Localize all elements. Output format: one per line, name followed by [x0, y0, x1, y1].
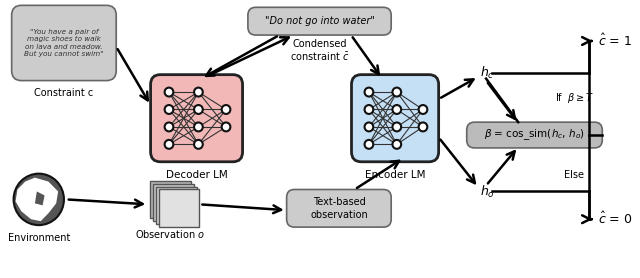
Text: Environment: Environment [8, 233, 70, 243]
FancyBboxPatch shape [153, 183, 194, 221]
FancyBboxPatch shape [12, 5, 116, 81]
Text: $\hat{c}$ = 0: $\hat{c}$ = 0 [598, 211, 633, 227]
FancyBboxPatch shape [467, 122, 602, 148]
Text: Else: Else [564, 170, 584, 180]
Circle shape [365, 123, 373, 131]
Circle shape [221, 123, 230, 131]
Text: Constraint c: Constraint c [35, 88, 93, 98]
Circle shape [365, 140, 373, 149]
Text: "Do not go into water": "Do not go into water" [264, 16, 374, 26]
Text: Condensed
constraint $\bar{c}$: Condensed constraint $\bar{c}$ [290, 39, 349, 63]
Circle shape [365, 105, 373, 114]
Polygon shape [15, 178, 58, 221]
Text: Text-based
observation: Text-based observation [310, 197, 368, 220]
Text: $h_c$: $h_c$ [480, 64, 495, 81]
Circle shape [164, 88, 173, 96]
Text: $\hat{c}$ = 1: $\hat{c}$ = 1 [598, 33, 632, 49]
Circle shape [194, 123, 203, 131]
Text: $\beta$ = cos_sim($h_c$, $h_o$): $\beta$ = cos_sim($h_c$, $h_o$) [484, 128, 585, 142]
Circle shape [164, 123, 173, 131]
FancyBboxPatch shape [150, 75, 243, 162]
Text: Observation $o$: Observation $o$ [136, 228, 205, 240]
Circle shape [13, 174, 64, 225]
Text: $h_o$: $h_o$ [480, 183, 495, 200]
FancyBboxPatch shape [150, 181, 191, 218]
FancyBboxPatch shape [287, 190, 391, 227]
FancyBboxPatch shape [159, 190, 200, 227]
Text: "You have a pair of
magic shoes to walk
on lava and meadow.
But you cannot swim": "You have a pair of magic shoes to walk … [24, 29, 104, 57]
Text: Decoder LM: Decoder LM [166, 170, 227, 180]
Circle shape [392, 88, 401, 96]
Text: Encoder LM: Encoder LM [365, 170, 426, 180]
Circle shape [221, 105, 230, 114]
Circle shape [419, 105, 428, 114]
Polygon shape [35, 192, 45, 205]
Circle shape [392, 105, 401, 114]
Circle shape [194, 105, 203, 114]
Circle shape [194, 88, 203, 96]
Circle shape [164, 105, 173, 114]
Text: If  $\beta \geq T$: If $\beta \geq T$ [554, 91, 594, 105]
Circle shape [392, 123, 401, 131]
Circle shape [194, 140, 203, 149]
Circle shape [419, 123, 428, 131]
FancyBboxPatch shape [156, 187, 196, 224]
Circle shape [365, 88, 373, 96]
FancyBboxPatch shape [248, 7, 391, 35]
Circle shape [392, 140, 401, 149]
Circle shape [164, 140, 173, 149]
FancyBboxPatch shape [351, 75, 438, 162]
